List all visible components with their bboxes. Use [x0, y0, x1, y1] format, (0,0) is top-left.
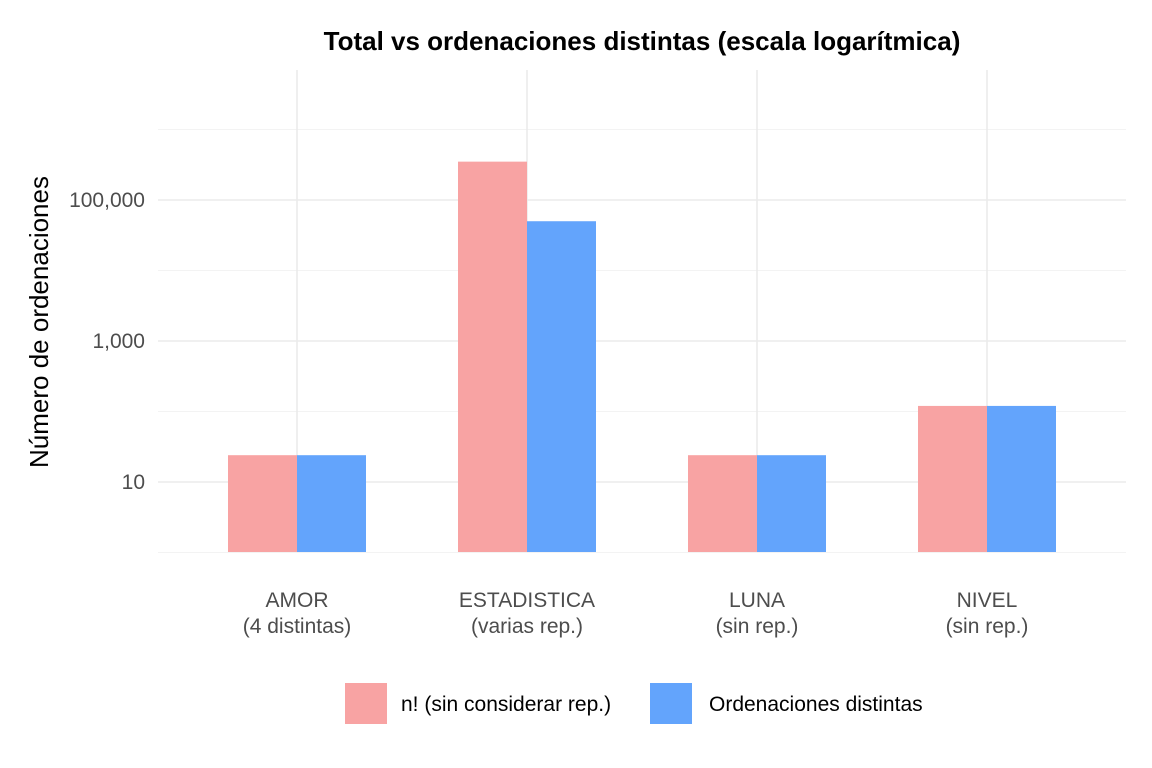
- legend-key-distintas: [650, 683, 692, 724]
- bar-total-nivel: [918, 405, 987, 552]
- y-tick-label: 1,000: [92, 330, 145, 353]
- legend-label-distintas: Ordenaciones distintas: [709, 693, 923, 716]
- bar-distintas-luna: [757, 455, 826, 552]
- y-tick-label: 100,000: [69, 189, 145, 212]
- bar-distintas-amor: [297, 455, 366, 552]
- bar-distintas-estadistica: [527, 221, 596, 553]
- legend: n! (sin considerar rep.) Ordenaciones dis…: [345, 683, 923, 724]
- x-tick-sublabel: (varias rep.): [471, 615, 583, 638]
- y-axis-title: Número de ordenaciones: [24, 176, 54, 468]
- x-tick-sublabel: (sin rep.): [716, 615, 799, 638]
- bar-total-amor: [228, 455, 297, 552]
- y-axis-ticks: 10 1,000 100,000: [69, 189, 145, 494]
- x-tick-label: AMOR: [266, 589, 329, 612]
- x-tick-sublabel: (4 distintas): [243, 615, 352, 638]
- x-tick-label: ESTADISTICA: [459, 589, 595, 612]
- x-axis-ticks: AMOR (4 distintas) ESTADISTICA (varias rep.…: [243, 589, 1029, 638]
- bar-distintas-nivel: [987, 405, 1056, 552]
- legend-key-total: [345, 683, 387, 724]
- bar-total-luna: [688, 455, 757, 552]
- x-tick-label: LUNA: [729, 589, 785, 612]
- bar-total-estadistica: [458, 161, 527, 553]
- x-tick-sublabel: (sin rep.): [946, 615, 1029, 638]
- legend-label-total: n! (sin considerar rep.): [401, 693, 611, 716]
- y-tick-label: 10: [122, 471, 145, 494]
- chart-title: Total vs ordenaciones distintas (escala …: [324, 26, 961, 56]
- x-tick-label: NIVEL: [957, 589, 1018, 612]
- bars: [228, 161, 1056, 553]
